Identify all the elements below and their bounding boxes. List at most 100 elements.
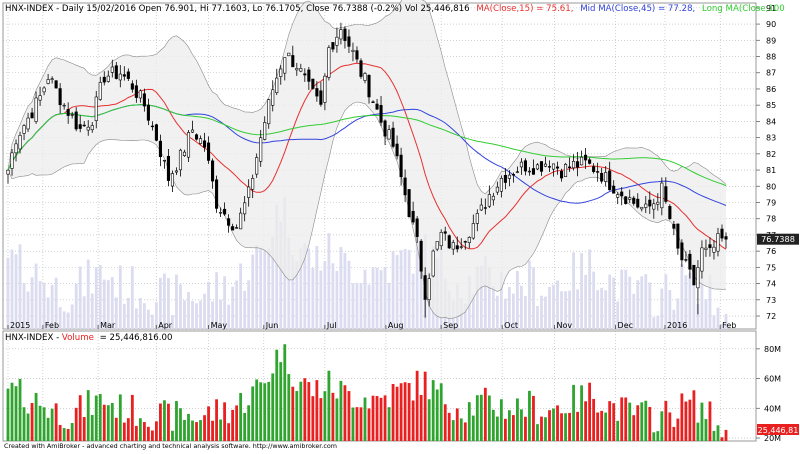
volume-overlay-bar [122, 303, 126, 329]
candle-body [367, 74, 371, 98]
volume-overlay-bar [399, 250, 403, 329]
volume-overlay-bar [604, 290, 608, 329]
candle-body [6, 169, 10, 175]
volume-bar [215, 399, 218, 441]
volume-bar [648, 406, 652, 441]
volume-bar [544, 417, 547, 441]
band-upper [7, 0, 727, 195]
volume-overlay-bar [307, 248, 311, 329]
candle-body [311, 78, 315, 89]
date-tick-label: Apr [158, 321, 173, 330]
volume-bar [503, 418, 507, 441]
candle-body [34, 97, 38, 122]
volume-bar [275, 349, 279, 441]
candle-body [323, 75, 327, 103]
volume-overlay-bar [644, 274, 648, 329]
volume-bar [118, 394, 122, 441]
volume-bar [455, 408, 459, 441]
candle-body [439, 232, 443, 247]
price-tick-label: 75 [766, 263, 776, 272]
volume-bar [323, 391, 327, 441]
volume-overlay-bar [26, 291, 30, 329]
volume-bar [644, 400, 648, 441]
candle-body [227, 218, 231, 226]
volume-bar [483, 387, 487, 441]
volume-bar [680, 393, 684, 441]
volume-bar [283, 344, 287, 441]
volume-bar [600, 410, 604, 441]
candle-body [588, 159, 592, 164]
moving-averages [7, 62, 727, 250]
volume-bar [263, 383, 267, 441]
candle-body [580, 156, 584, 166]
volume-bar [632, 415, 636, 441]
price-tick-label: 80 [766, 182, 776, 191]
candle-body [74, 111, 78, 130]
volume-bar [415, 370, 419, 441]
volume-bar [6, 388, 10, 441]
volume-overlay-bar [351, 283, 355, 329]
volume-bar [106, 405, 110, 441]
volume-overlay-bar [58, 307, 62, 329]
volume-overlay-bar [564, 291, 567, 329]
volume-bar [259, 382, 263, 441]
candle-body [106, 75, 110, 82]
volume-overlay-bar [259, 248, 263, 329]
volume-overlay-bar [98, 264, 102, 329]
volume-overlay-bar [30, 277, 34, 329]
volume-bar [114, 417, 118, 441]
volume-bar [142, 422, 146, 441]
volume-bar [588, 382, 592, 441]
candle-body [459, 246, 463, 248]
candle-body [555, 166, 560, 169]
candle-body [211, 160, 215, 182]
candle-body [38, 95, 42, 101]
candle-body [243, 202, 247, 215]
candle-body [712, 246, 716, 253]
volume-bar [307, 382, 311, 441]
candle-body [507, 174, 511, 179]
volume-bar [94, 395, 98, 441]
price-tick-label: 78 [766, 215, 776, 224]
volume-overlay-bar [716, 307, 720, 329]
candle-body [198, 138, 203, 144]
volume-bar [223, 402, 227, 441]
volume-overlay-bar [267, 248, 271, 329]
volume-overlay-bar [279, 221, 283, 329]
volume-bar [343, 385, 347, 441]
volume-overlay-bar [688, 272, 692, 329]
volume-bar [231, 409, 235, 441]
candle-body [656, 201, 660, 205]
candle-body [10, 152, 14, 169]
volume-overlay-bar [608, 274, 612, 329]
volume-bar [30, 403, 34, 441]
volume-bar [167, 403, 170, 441]
volume-bar [14, 386, 18, 441]
volume-overlay-bar [78, 266, 82, 329]
volume-bar [411, 400, 415, 441]
volume-bar [608, 401, 612, 441]
volume-bar [556, 405, 559, 441]
candle-body [584, 154, 588, 161]
price-tick-label: 76 [766, 247, 776, 256]
candle-body [271, 89, 275, 106]
date-tick-label: Aug [388, 321, 404, 330]
candle-body [142, 93, 146, 107]
volume-bar [532, 395, 535, 441]
volume-bar [110, 402, 114, 441]
volume-overlay-bar [532, 267, 535, 329]
candle-body [343, 28, 347, 41]
volume-overlay-bar [512, 293, 515, 329]
candle-body [423, 275, 427, 300]
volume-bar [387, 407, 391, 441]
volume-overlay-bar [106, 280, 110, 329]
candlesticks [6, 22, 728, 318]
last-price-tag: 76.7388 [757, 233, 799, 245]
candle-body [54, 80, 58, 89]
volume-bar [183, 419, 186, 441]
candle-body [632, 197, 636, 204]
volume-overlay-bar [155, 302, 158, 329]
volume-bar [676, 418, 680, 441]
volume-overlay-bar [540, 295, 543, 329]
volume-overlay-bar [195, 303, 198, 329]
